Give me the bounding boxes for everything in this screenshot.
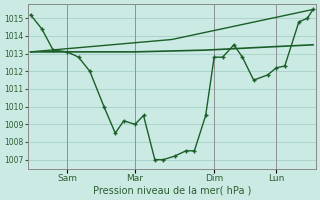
X-axis label: Pression niveau de la mer( hPa ): Pression niveau de la mer( hPa ) bbox=[92, 186, 251, 196]
